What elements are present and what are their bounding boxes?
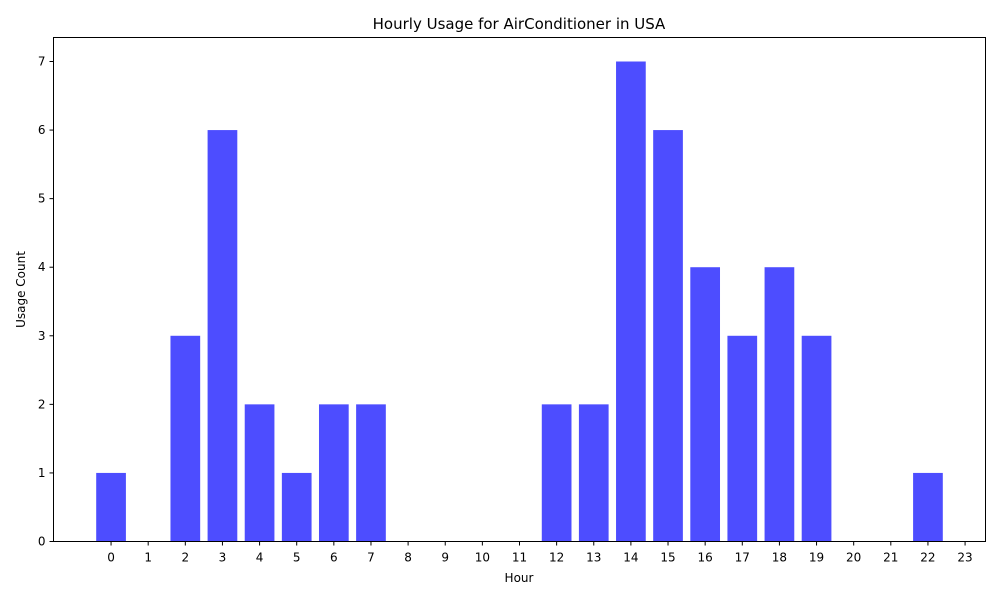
bar-hour-12 bbox=[541, 404, 572, 542]
x-tick-label: 10 bbox=[475, 551, 490, 565]
bars bbox=[96, 61, 943, 542]
x-tick-label: 3 bbox=[219, 551, 227, 565]
x-axis-label: Hour bbox=[505, 571, 534, 585]
y-tick-label: 7 bbox=[38, 55, 46, 69]
x-tick-label: 7 bbox=[367, 551, 375, 565]
y-tick-label: 3 bbox=[38, 329, 46, 343]
x-tick-label: 21 bbox=[883, 551, 898, 565]
x-tick-label: 11 bbox=[512, 551, 527, 565]
bar-hour-3 bbox=[207, 130, 238, 542]
x-tick-label: 13 bbox=[586, 551, 601, 565]
y-axis: 0 1 2 3 4 5 6 7 bbox=[38, 55, 54, 549]
x-tick-label: 2 bbox=[181, 551, 189, 565]
x-tick-label: 19 bbox=[809, 551, 824, 565]
y-tick-label: 2 bbox=[38, 397, 46, 411]
x-tick-label: 6 bbox=[330, 551, 338, 565]
bar-hour-16 bbox=[690, 267, 721, 542]
y-tick-label: 0 bbox=[38, 535, 46, 549]
bar-hour-5 bbox=[281, 472, 312, 542]
x-tick-label: 4 bbox=[256, 551, 264, 565]
x-tick-label: 12 bbox=[549, 551, 564, 565]
x-tick-label: 22 bbox=[920, 551, 935, 565]
y-axis-label: Usage Count bbox=[14, 251, 28, 328]
x-tick-label: 14 bbox=[623, 551, 638, 565]
y-tick-label: 6 bbox=[38, 123, 46, 137]
y-tick-label: 5 bbox=[38, 192, 46, 206]
y-tick-label: 4 bbox=[38, 260, 46, 274]
bar-hour-17 bbox=[727, 335, 758, 542]
x-tick-label: 17 bbox=[735, 551, 750, 565]
x-axis: 0 1 2 3 4 5 6 7 8 9 10 11 12 13 14 15 16 17 18 19 20 21 22 23 bbox=[107, 541, 973, 565]
x-tick-label: 18 bbox=[772, 551, 787, 565]
bar-hour-6 bbox=[318, 404, 349, 542]
x-tick-label: 1 bbox=[144, 551, 152, 565]
bar-hour-4 bbox=[244, 404, 275, 542]
bar-hour-7 bbox=[356, 404, 386, 542]
x-tick-label: 9 bbox=[441, 551, 449, 565]
x-tick-label: 8 bbox=[404, 551, 412, 565]
bar-hour-13 bbox=[578, 404, 609, 542]
bar-hour-18 bbox=[764, 267, 795, 542]
bar-hour-0 bbox=[96, 472, 126, 542]
bar-hour-14 bbox=[616, 61, 646, 542]
bar-hour-2 bbox=[170, 335, 201, 542]
bar-hour-19 bbox=[801, 335, 832, 542]
chart-title: Hourly Usage for AirConditioner in USA bbox=[373, 15, 666, 33]
x-tick-label: 20 bbox=[846, 551, 861, 565]
x-tick-label: 15 bbox=[660, 551, 675, 565]
x-tick-label: 0 bbox=[107, 551, 115, 565]
x-tick-label: 16 bbox=[698, 551, 713, 565]
y-tick-label: 1 bbox=[38, 466, 46, 480]
bar-hour-15 bbox=[653, 130, 683, 542]
x-tick-label: 23 bbox=[957, 551, 972, 565]
bar-hour-22 bbox=[913, 472, 943, 542]
x-tick-label: 5 bbox=[293, 551, 301, 565]
